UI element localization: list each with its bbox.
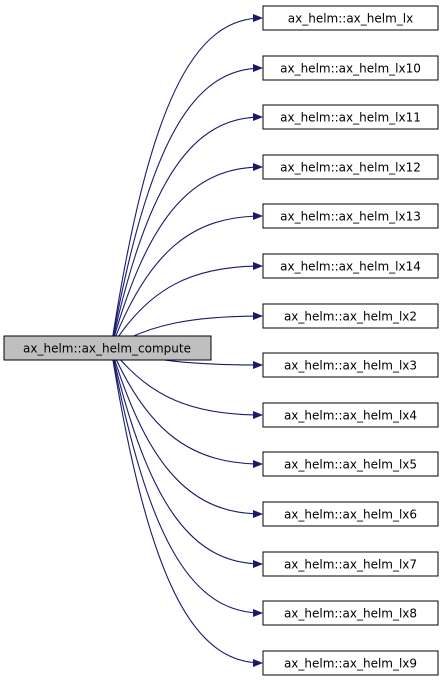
call-edge — [110, 347, 263, 568]
callee-node[interactable]: ax_helm::ax_helm_lx6 — [262, 501, 439, 527]
call-edge — [110, 347, 263, 518]
call-edge — [110, 163, 263, 349]
callee-node-label: ax_helm::ax_helm_lx6 — [284, 508, 417, 522]
callee-node[interactable]: ax_helm::ax_helm_lx9 — [262, 650, 439, 676]
call-edge — [110, 14, 263, 349]
callee-node-box — [262, 501, 439, 527]
callee-node[interactable]: ax_helm::ax_helm_lx11 — [262, 104, 439, 130]
callee-node-box — [262, 650, 439, 676]
callee-node-label: ax_helm::ax_helm_lx12 — [280, 161, 421, 175]
callee-node-box — [262, 5, 439, 31]
call-edge — [110, 347, 263, 617]
callee-node-box — [262, 303, 439, 329]
callee-node-label: ax_helm::ax_helm_lx14 — [280, 260, 421, 274]
edges — [110, 14, 263, 667]
callee-node[interactable]: ax_helm::ax_helm_lx12 — [262, 154, 439, 180]
callee-nodes: ax_helm::ax_helm_lxax_helm::ax_helm_lx10… — [262, 5, 439, 676]
root-node-label: ax_helm::ax_helm_compute — [23, 342, 191, 356]
callee-node-label: ax_helm::ax_helm_lx8 — [284, 607, 417, 621]
callee-node-box — [262, 402, 439, 428]
callee-node[interactable]: ax_helm::ax_helm_lx3 — [262, 352, 439, 378]
callee-node[interactable]: ax_helm::ax_helm_lx8 — [262, 600, 439, 626]
callee-node-label: ax_helm::ax_helm_lx7 — [284, 558, 417, 572]
call-edge — [110, 347, 263, 468]
callee-node-label: ax_helm::ax_helm_lx10 — [280, 62, 421, 76]
root-node-box — [3, 335, 212, 361]
callee-node[interactable]: ax_helm::ax_helm_lx10 — [262, 55, 439, 81]
callee-node-label: ax_helm::ax_helm_lx3 — [284, 359, 417, 373]
callee-node[interactable]: ax_helm::ax_helm_lx7 — [262, 551, 439, 577]
callee-node-label: ax_helm::ax_helm_lx4 — [284, 409, 417, 423]
callee-node[interactable]: ax_helm::ax_helm_lx2 — [262, 303, 439, 329]
call-edge — [110, 64, 263, 349]
callee-node[interactable]: ax_helm::ax_helm_lx13 — [262, 203, 439, 229]
callee-node-label: ax_helm::ax_helm_lx5 — [284, 458, 417, 472]
callee-node-box — [262, 154, 439, 180]
call-edge — [110, 347, 263, 419]
callee-node[interactable]: ax_helm::ax_helm_lx14 — [262, 253, 439, 279]
callee-node[interactable]: ax_helm::ax_helm_lx5 — [262, 451, 439, 477]
callee-node-label: ax_helm::ax_helm_lx9 — [284, 657, 417, 671]
callee-node-box — [262, 600, 439, 626]
callee-node-box — [262, 104, 439, 130]
callee-node-box — [262, 55, 439, 81]
callee-node-box — [262, 203, 439, 229]
callee-node-box — [262, 352, 439, 378]
call-edge — [110, 113, 263, 349]
call-edge — [110, 262, 263, 349]
callee-node-box — [262, 551, 439, 577]
callee-node-box — [262, 253, 439, 279]
callee-node-box — [262, 451, 439, 477]
call-edge — [110, 212, 263, 349]
callee-node-label: ax_helm::ax_helm_lx13 — [280, 210, 421, 224]
callee-node[interactable]: ax_helm::ax_helm_lx4 — [262, 402, 439, 428]
callee-node-label: ax_helm::ax_helm_lx2 — [284, 310, 417, 324]
callee-node-label: ax_helm::ax_helm_lx — [288, 12, 413, 26]
callee-node[interactable]: ax_helm::ax_helm_lx — [262, 5, 439, 31]
root-node[interactable]: ax_helm::ax_helm_compute — [3, 335, 212, 361]
call-edge — [110, 347, 263, 667]
callee-node-label: ax_helm::ax_helm_lx11 — [280, 111, 421, 125]
